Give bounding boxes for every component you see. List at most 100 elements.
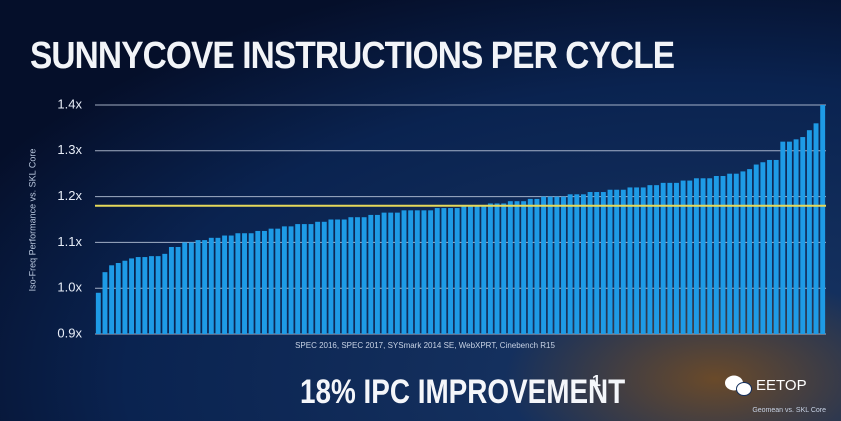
bar [368,214,374,334]
bar [647,185,653,334]
bar [587,192,593,334]
bar [109,265,115,334]
bar [122,260,128,334]
bar [474,205,480,334]
y-tick-label: 1.0x [57,280,82,295]
watermark-icon [725,375,752,396]
bar [667,182,673,334]
bar [248,233,254,334]
bar [428,210,434,334]
bar [461,205,467,334]
bar [521,201,527,334]
bar [448,208,453,334]
bar [142,257,148,334]
bar [554,196,560,334]
bar [408,210,414,334]
bar [275,228,281,334]
bar [421,210,427,334]
bar [162,253,168,334]
bar [501,203,507,334]
bar [315,221,321,334]
bar [786,141,792,334]
bar [534,198,540,334]
bar [773,159,779,334]
bar [374,214,380,334]
watermark: EETOP [756,377,807,394]
bar [348,217,354,334]
bar [693,178,699,334]
y-tick-label: 1.1x [57,234,82,249]
bar [634,187,640,334]
bar [707,178,713,334]
y-tick-label: 1.2x [57,188,82,203]
bar [242,233,247,334]
bar [780,141,786,334]
bar [800,137,806,334]
bar [295,224,301,334]
bar [388,212,394,334]
bar [620,189,626,334]
bar [102,272,108,334]
bar [820,105,826,334]
y-tick-label: 1.4x [57,96,82,111]
bar [468,205,473,334]
bar [95,292,101,334]
bar [268,228,274,334]
bar [361,217,367,334]
bar [680,180,686,334]
bar [255,230,261,334]
bar [188,242,194,334]
bar [627,187,633,334]
bar [547,196,553,334]
bar [527,198,533,334]
bar [129,258,135,334]
bar [687,180,693,334]
bar [700,178,706,334]
bar [175,246,181,334]
bar [262,230,267,334]
bar [394,212,400,334]
headline: 18% IPC IMPROVEMENT [300,372,625,410]
bar [793,139,799,334]
bar [135,257,141,334]
x-axis-label: SPEC 2016, SPEC 2017, SYSmark 2014 SE, W… [295,341,555,350]
bar [235,233,241,334]
bar [607,189,613,334]
bar [561,196,566,334]
bar [381,212,387,334]
bar [580,194,586,334]
bar [806,130,812,334]
bar [308,224,314,334]
bar [813,123,819,334]
bar [541,196,547,334]
bar [215,237,221,334]
bar [507,201,513,334]
bar [441,208,447,334]
bar [640,187,646,334]
bar [753,164,759,334]
bar [494,203,500,334]
bar [321,221,327,334]
bar [454,208,460,334]
bar [733,173,739,334]
bar [195,240,201,334]
chart-title: SUNNYCOVE INSTRUCTIONS PER CYCLE [30,34,674,76]
bar [740,171,746,334]
bar [355,217,360,334]
bar [434,208,440,334]
bar [713,175,719,334]
bar [760,162,766,334]
bar [401,210,407,334]
bar [202,240,208,334]
footnote: Geomean vs. SKL Core [752,407,826,414]
bar [182,242,188,334]
bar [149,256,154,334]
bar [481,205,487,334]
bar [288,226,294,334]
headline-note: 1 [592,373,601,390]
y-tick-label: 1.3x [57,142,82,157]
bar [414,210,420,334]
bar [155,256,161,334]
bar [514,201,520,334]
